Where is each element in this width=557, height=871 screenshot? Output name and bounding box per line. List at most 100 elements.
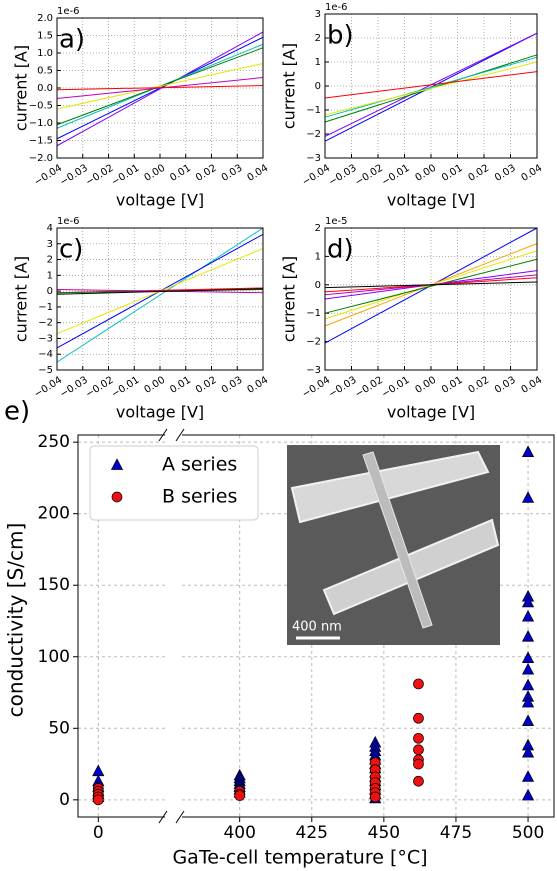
x-tick-label: 400 xyxy=(223,823,255,843)
x-tick-label: 0.01 xyxy=(168,375,193,396)
y-tick-label: 1.5 xyxy=(37,31,53,42)
x-tick-label: 500 xyxy=(512,823,544,843)
point xyxy=(521,788,535,801)
x-tick-label: 0.03 xyxy=(493,163,518,184)
x-tick-label: −0.04 xyxy=(32,163,64,189)
y-axis-label: conductivity [S/cm] xyxy=(4,523,28,718)
x-tick-label: −0.03 xyxy=(58,375,90,401)
x-tick-label: −0.04 xyxy=(32,375,64,401)
panel-label: a) xyxy=(59,25,85,55)
point xyxy=(413,678,424,690)
point xyxy=(92,794,104,806)
y-tick-label: 1 xyxy=(315,251,321,262)
x-tick-label: 0.02 xyxy=(466,163,491,184)
y-tick-label: −3 xyxy=(38,333,53,344)
panel-label: d) xyxy=(327,235,354,265)
legend-box xyxy=(89,445,259,521)
iv-line xyxy=(56,227,264,363)
axis-break xyxy=(158,428,185,824)
inset-electrode xyxy=(290,450,490,524)
x-tick-label: −0.02 xyxy=(84,375,116,401)
y-tick-label: 50 xyxy=(48,718,70,738)
scale-label: 1e-6 xyxy=(325,2,348,13)
x-tick-label: 0.02 xyxy=(194,375,219,396)
x-tick-label: 0 xyxy=(93,823,104,843)
inset-wire xyxy=(362,451,433,629)
point xyxy=(413,758,424,770)
point xyxy=(413,712,424,724)
y-tick-label: −1 xyxy=(38,302,53,313)
iv-line xyxy=(324,71,538,99)
x-tick-label: 0.01 xyxy=(168,163,193,184)
y-tick-label: 1 xyxy=(315,57,321,68)
y-tick-label: 3 xyxy=(315,9,321,20)
point xyxy=(521,609,535,622)
inset-scale-label: 400 nm xyxy=(292,620,342,635)
y-tick-label: −1 xyxy=(306,105,321,116)
y-tick-label: 0 xyxy=(59,790,70,810)
x-tick-label: 0.03 xyxy=(220,163,245,184)
y-tick-label: 250 xyxy=(38,432,70,452)
iv-line xyxy=(56,63,264,110)
x-tick-label: 450 xyxy=(368,823,400,843)
x-tick-label: −0.01 xyxy=(110,375,142,401)
point xyxy=(521,651,535,664)
x-tick-label: 0.00 xyxy=(142,375,167,396)
x-tick-label: −0.04 xyxy=(300,375,332,401)
point xyxy=(521,662,535,675)
legend-label: A series xyxy=(162,454,237,476)
y-tick-label: −0.5 xyxy=(29,101,53,112)
x-tick-label: −0.02 xyxy=(353,375,385,401)
y-tick-label: 0 xyxy=(315,81,321,92)
x-tick-label: −0.01 xyxy=(380,163,412,189)
y-axis-label: current [A] xyxy=(12,256,31,342)
point xyxy=(521,445,535,458)
x-tick-label: −0.02 xyxy=(84,163,116,189)
point xyxy=(413,775,424,787)
legend-marker xyxy=(111,491,123,503)
y-tick-label: 1.0 xyxy=(37,48,53,59)
iv-line xyxy=(56,31,264,147)
x-axis-label: voltage [V] xyxy=(116,191,204,210)
axes-frame xyxy=(56,17,264,159)
panel-label: e) xyxy=(4,397,30,427)
x-tick-label: 0.04 xyxy=(245,375,270,396)
point xyxy=(521,714,535,726)
x-tick-label: −0.01 xyxy=(380,375,412,401)
point xyxy=(521,770,535,782)
x-axis-label: GaTe-cell temperature [°C] xyxy=(172,847,427,869)
inset-image xyxy=(287,445,500,645)
panel-label: c) xyxy=(59,235,83,265)
x-tick-label: 0.04 xyxy=(245,163,270,184)
y-tick-label: −3 xyxy=(306,365,321,376)
x-tick-label: −0.03 xyxy=(327,375,359,401)
axes-frame xyxy=(56,227,264,371)
x-tick-label: 425 xyxy=(296,823,328,843)
x-tick-label: 0.01 xyxy=(440,163,465,184)
y-axis-label: current [A] xyxy=(12,45,31,131)
scale-label: 1e-6 xyxy=(57,6,80,17)
y-tick-label: 0 xyxy=(47,286,53,297)
x-tick-label: 0.04 xyxy=(519,375,544,396)
y-tick-label: 2 xyxy=(315,223,321,234)
y-tick-label: 2.0 xyxy=(37,13,53,24)
y-tick-label: 0.0 xyxy=(37,83,53,94)
y-tick-label: −1.0 xyxy=(29,118,53,129)
iv-line xyxy=(324,258,538,314)
point xyxy=(521,595,535,608)
y-tick-label: −1.5 xyxy=(29,136,53,147)
legend-label: B series xyxy=(162,486,237,508)
x-tick-label: 475 xyxy=(440,823,472,843)
x-axis-label: voltage [V] xyxy=(116,403,204,422)
y-tick-label: 1 xyxy=(47,270,53,281)
y-tick-label: 0 xyxy=(315,280,321,291)
point xyxy=(521,491,535,503)
x-tick-label: 0.00 xyxy=(413,163,438,184)
x-tick-label: −0.03 xyxy=(58,163,90,189)
axes-frame xyxy=(77,434,555,818)
scale-label: 1e-6 xyxy=(57,216,80,227)
x-tick-label: −0.02 xyxy=(353,163,385,189)
point xyxy=(92,764,105,777)
point xyxy=(521,678,535,691)
point xyxy=(521,745,535,758)
